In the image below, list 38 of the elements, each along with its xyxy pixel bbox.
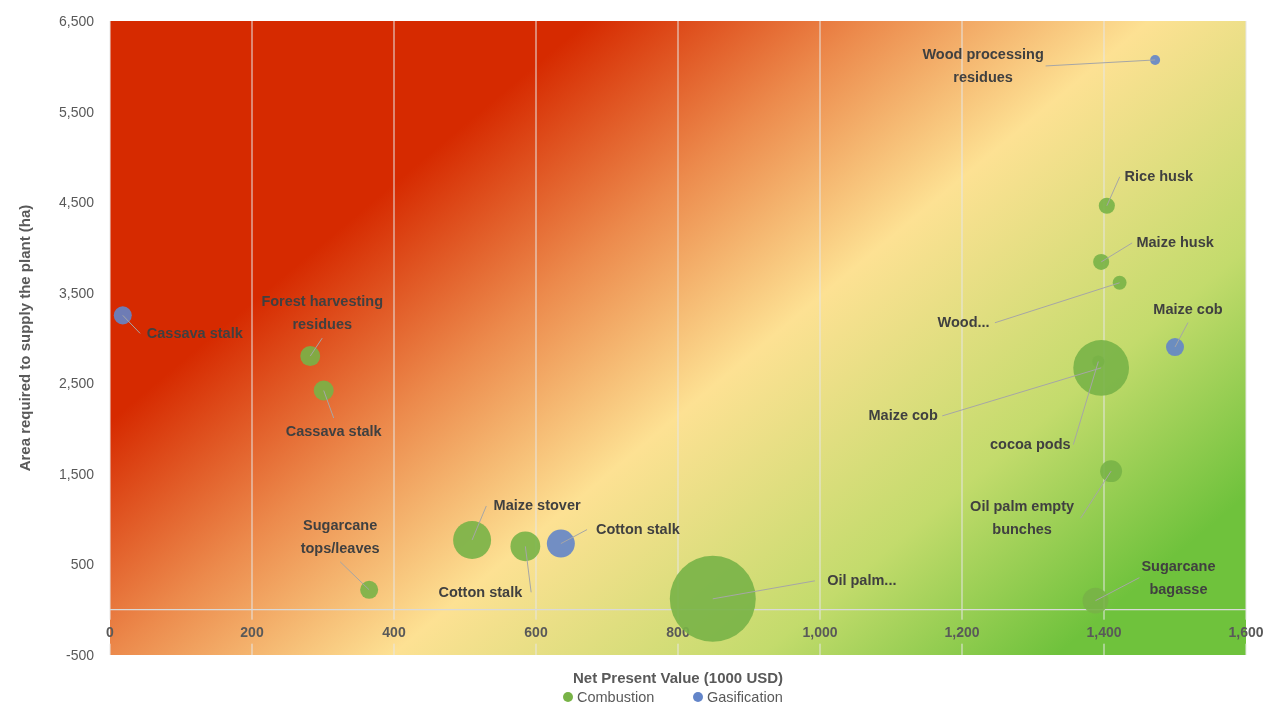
annotation: Sugarcane bagasse: [1141, 557, 1216, 597]
annotation: Cotton stalk: [438, 583, 524, 600]
annotation: Cotton stalk: [595, 521, 681, 538]
x-tick-label: 1,600: [1228, 623, 1264, 640]
x-tick-label: 800: [666, 623, 690, 640]
annotation: cocoa pods: [990, 436, 1071, 453]
y-tick-label: 4,500: [58, 194, 95, 211]
x-axis-title: Net Present Value (1000 USD): [572, 669, 784, 686]
annotation: Sugarcane tops/leaves: [300, 516, 380, 556]
annotation: Maize stover: [493, 497, 581, 514]
y-tick-label: 6,500: [58, 13, 95, 29]
y-tick-label: 2,500: [58, 375, 95, 392]
x-tick-label: 0: [106, 623, 115, 640]
y-axis-title: Area required to supply the plant (ha): [16, 204, 33, 472]
x-tick-label: 200: [240, 623, 264, 640]
x-tick-label: 1,000: [802, 623, 838, 640]
annotation: Oil palm empty bunches: [970, 498, 1075, 538]
x-tick-label: 1,400: [1086, 623, 1122, 640]
y-tick-label: 1,500: [58, 465, 95, 482]
x-tick-label: 1,200: [944, 623, 980, 640]
legend-label: Combustion: [577, 689, 655, 705]
annotation: Rice husk: [1124, 168, 1195, 185]
y-tick-label: -500: [65, 647, 95, 663]
annotation: Maize husk: [1136, 234, 1215, 251]
y-tick-label: 5,500: [58, 103, 95, 120]
annotation: Cassava stalk: [285, 423, 383, 440]
x-tick-label: 600: [524, 623, 548, 640]
annotation: Maize cob: [868, 407, 938, 424]
x-tick-label: 400: [382, 623, 406, 640]
annotation: Maize cob: [1153, 300, 1223, 317]
annotation: Wood processing residues: [922, 45, 1044, 85]
y-tick-label: 500: [70, 556, 95, 573]
y-tick-label: 3,500: [58, 284, 95, 301]
annotation: Oil palm...: [827, 572, 897, 589]
annotation: Cassava stalk: [146, 324, 244, 341]
annotation: Wood...: [937, 314, 990, 331]
annotation: Forest harvesting residues: [261, 293, 384, 333]
legend-label: Gasification: [707, 689, 783, 705]
